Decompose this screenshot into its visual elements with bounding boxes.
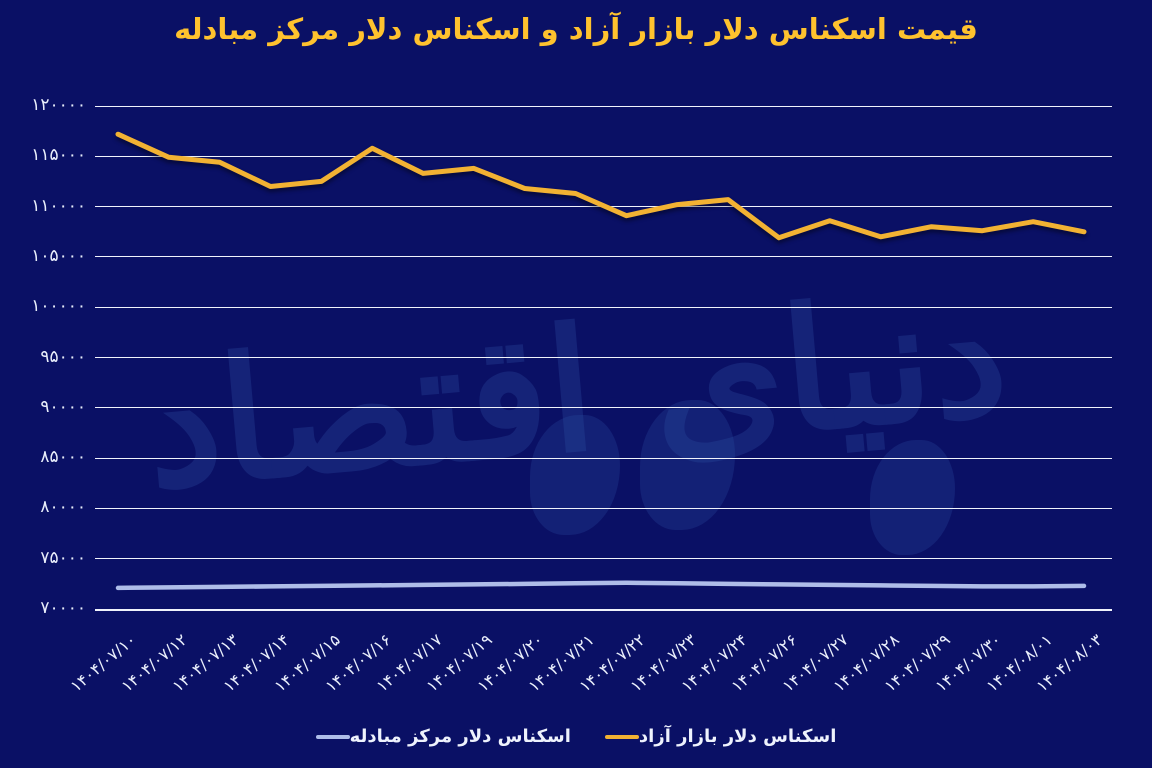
gridline	[95, 105, 1112, 107]
gridline	[95, 457, 1112, 459]
legend-swatch-free-market-line	[604, 734, 639, 739]
y-axis-tick-label: ۸۵۰۰۰	[40, 447, 86, 468]
gridline	[95, 407, 1112, 409]
legend-label-exchange-center: اسکناس دلار مرکز مبادله	[349, 726, 571, 747]
gridline	[95, 256, 1112, 258]
series-line-exchange-center	[115, 580, 1087, 591]
legend-swatch-exchange-center-line	[315, 734, 350, 739]
gridline	[95, 608, 1112, 611]
y-axis-tick-label: ۱۱۰۰۰۰	[31, 195, 86, 216]
gridline	[95, 357, 1112, 358]
y-axis-tick-label: ۱۰۵۰۰۰	[31, 245, 86, 266]
chart-title: قیمت اسکناس دلار بازار آزاد و اسکناس دلا…	[174, 12, 978, 46]
gridline	[95, 558, 1112, 560]
legend-label-free-market: اسکناس دلار بازار آزاد	[638, 726, 837, 747]
y-axis-tick-label: ۱۰۰۰۰۰	[31, 296, 86, 317]
legend-item-exchange-center: اسکناس دلار مرکز مبادله	[315, 726, 571, 747]
y-axis-tick-label: ۱۲۰۰۰۰	[31, 95, 86, 115]
y-axis-tick-label: ۸۰۰۰۰	[40, 497, 86, 518]
legend-item-free-market: اسکناس دلار بازار آزاد	[604, 726, 837, 747]
y-axis-tick-label: ۹۵۰۰۰	[40, 346, 86, 367]
gridline	[95, 507, 1112, 509]
gridline	[95, 155, 1112, 157]
gridline	[95, 306, 1112, 308]
series-line-free-market	[115, 131, 1087, 241]
legend: اسکناس دلار بازار آزاد اسکناس دلار مرکز …	[0, 726, 1152, 747]
y-axis-tick-label: ۹۰۰۰۰	[40, 396, 86, 417]
y-axis-tick-label: ۷۰۰۰۰	[40, 598, 86, 618]
y-axis-tick-label: ۱۱۵۰۰۰	[31, 145, 86, 166]
y-axis-tick-label: ۷۵۰۰۰	[40, 547, 86, 568]
